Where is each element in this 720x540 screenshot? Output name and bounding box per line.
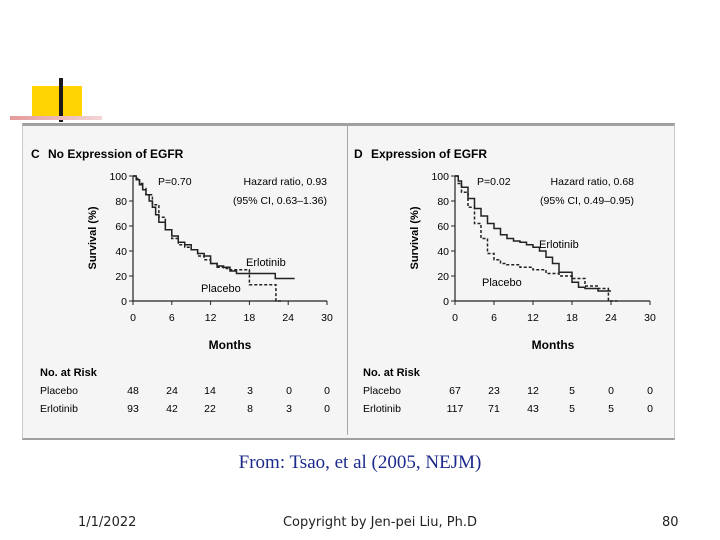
panel-d-y-axis-label: Survival (%) (409, 206, 421, 269)
panel-c-x-tick-label: 0 (130, 312, 136, 324)
panel-c-at-risk-placebo-value: 24 (166, 385, 178, 397)
panel-d-y-tick-label: 40 (437, 246, 449, 258)
footer-date: 1/1/2022 (78, 515, 137, 530)
panel-d-title: Expression of EGFR (371, 147, 487, 161)
panel-c-y-tick-label: 60 (115, 221, 127, 233)
panel-c-y-axis-label: Survival (%) (87, 206, 99, 269)
panel-d-at-risk-placebo-value: 67 (449, 385, 461, 397)
panel-d-placebo-label: Placebo (482, 277, 522, 289)
panel-d-at-risk-erlotinib-label: Erlotinib (363, 403, 401, 415)
panel-d: D Expression of EGFR P=0.02 Hazard ratio… (354, 147, 656, 415)
panel-c-at-risk-erlotinib-value: 8 (247, 403, 253, 415)
panel-d-at-risk-placebo-label: Placebo (363, 385, 401, 397)
footer-page-number: 80 (662, 515, 679, 530)
panel-c-at-risk-erlotinib-value: 22 (204, 403, 216, 415)
panel-c-erlotinib-label: Erlotinib (246, 257, 286, 269)
panel-c-letter: C (31, 147, 40, 161)
panel-c-at-risk-erlotinib-label: Erlotinib (40, 403, 78, 415)
panel-d-x-tick-label: 30 (644, 312, 656, 324)
panel-c-at-risk-placebo-label: Placebo (40, 385, 78, 397)
panel-d-at-risk-erlotinib-value: 43 (527, 403, 539, 415)
panel-c-x-tick-label: 24 (282, 312, 294, 324)
panel-c-at-risk-placebo-value: 0 (324, 385, 330, 397)
panel-c-at-risk-erlotinib-value: 93 (127, 403, 139, 415)
panel-c-placebo-label: Placebo (201, 283, 241, 295)
panel-d-at-risk-placebo-value: 0 (647, 385, 653, 397)
panel-c-x-axis-label: Months (209, 338, 252, 352)
panel-c-y-tick-label: 40 (115, 246, 127, 258)
panel-d-y-tick-label: 100 (431, 171, 449, 183)
panel-c-at-risk-placebo-value: 3 (247, 385, 253, 397)
panel-d-x-tick-label: 24 (605, 312, 617, 324)
panel-d-x-axis-label: Months (532, 338, 575, 352)
panel-d-at-risk-placebo-value: 23 (488, 385, 500, 397)
panel-d-hazard-ratio: Hazard ratio, 0.68 (551, 176, 635, 188)
panel-c-at-risk-erlotinib-value: 0 (324, 403, 330, 415)
panel-c-at-risk-erlotinib-value: 42 (166, 403, 178, 415)
panel-d-x-tick-label: 6 (491, 312, 497, 324)
panel-d-p-value: P=0.02 (477, 176, 511, 188)
panel-d-at-risk-placebo-value: 0 (608, 385, 614, 397)
panel-d-erlotinib-label: Erlotinib (539, 239, 579, 251)
panel-d-ci: (95% CI, 0.49–0.95) (540, 195, 634, 207)
panel-d-at-risk-placebo-value: 12 (527, 385, 539, 397)
panel-c-y-tick-label: 80 (115, 196, 127, 208)
panel-divider (347, 123, 348, 435)
panel-c-p-value: P=0.70 (158, 176, 192, 188)
decor-black-bar (59, 78, 63, 122)
panel-d-x-tick-label: 12 (527, 312, 539, 324)
panel-d-erlotinib-curve (455, 175, 611, 292)
panel-d-y-tick-label: 20 (437, 271, 449, 283)
panel-c: C No Expression of EGFR P=0.70 Hazard ra… (31, 147, 333, 415)
panel-c-title: No Expression of EGFR (48, 147, 184, 161)
panel-d-at-risk-placebo-value: 5 (569, 385, 575, 397)
figure-caption: From: Tsao, et al (2005, NEJM) (238, 452, 482, 473)
panel-c-y-tick-label: 100 (109, 171, 127, 183)
panel-d-y-tick-label: 60 (437, 221, 449, 233)
panel-d-at-risk-erlotinib-value: 71 (488, 403, 500, 415)
panel-c-at-risk-placebo-value: 0 (286, 385, 292, 397)
panel-d-letter: D (354, 147, 363, 161)
panel-c-at-risk-placebo-value: 48 (127, 385, 139, 397)
panel-c-ci: (95% CI, 0.63–1.36) (233, 195, 327, 207)
panel-c-at-risk-title: No. at Risk (40, 367, 98, 379)
footer-copyright: Copyright by Jen-pei Liu, Ph.D (282, 515, 478, 530)
panel-d-at-risk-erlotinib-value: 5 (608, 403, 614, 415)
panel-d-at-risk-erlotinib-value: 117 (447, 403, 464, 415)
panel-d-at-risk-title: No. at Risk (363, 367, 421, 379)
panel-c-x-tick-label: 18 (244, 312, 256, 324)
panel-c-at-risk-erlotinib-value: 3 (286, 403, 292, 415)
panel-c-x-tick-label: 30 (321, 312, 333, 324)
panel-c-at-risk-placebo-value: 14 (204, 385, 216, 397)
panel-c-hazard-ratio: Hazard ratio, 0.93 (244, 176, 328, 188)
decor-yellow-square (32, 86, 82, 120)
panel-d-y-tick-label: 80 (437, 196, 449, 208)
decor-red-line (10, 116, 102, 120)
panel-d-placebo-curve (455, 175, 618, 302)
panel-d-at-risk-erlotinib-value: 0 (647, 403, 653, 415)
panel-c-y-tick-label: 0 (121, 296, 127, 308)
panel-d-y-tick-label: 0 (443, 296, 449, 308)
panel-d-at-risk-erlotinib-value: 5 (569, 403, 575, 415)
panel-d-x-tick-label: 0 (452, 312, 458, 324)
panel-c-y-tick-label: 20 (115, 271, 127, 283)
panel-c-x-tick-label: 12 (205, 312, 217, 324)
panel-c-placebo-curve (133, 175, 282, 302)
panel-c-x-tick-label: 6 (169, 312, 175, 324)
panel-d-x-tick-label: 18 (566, 312, 578, 324)
